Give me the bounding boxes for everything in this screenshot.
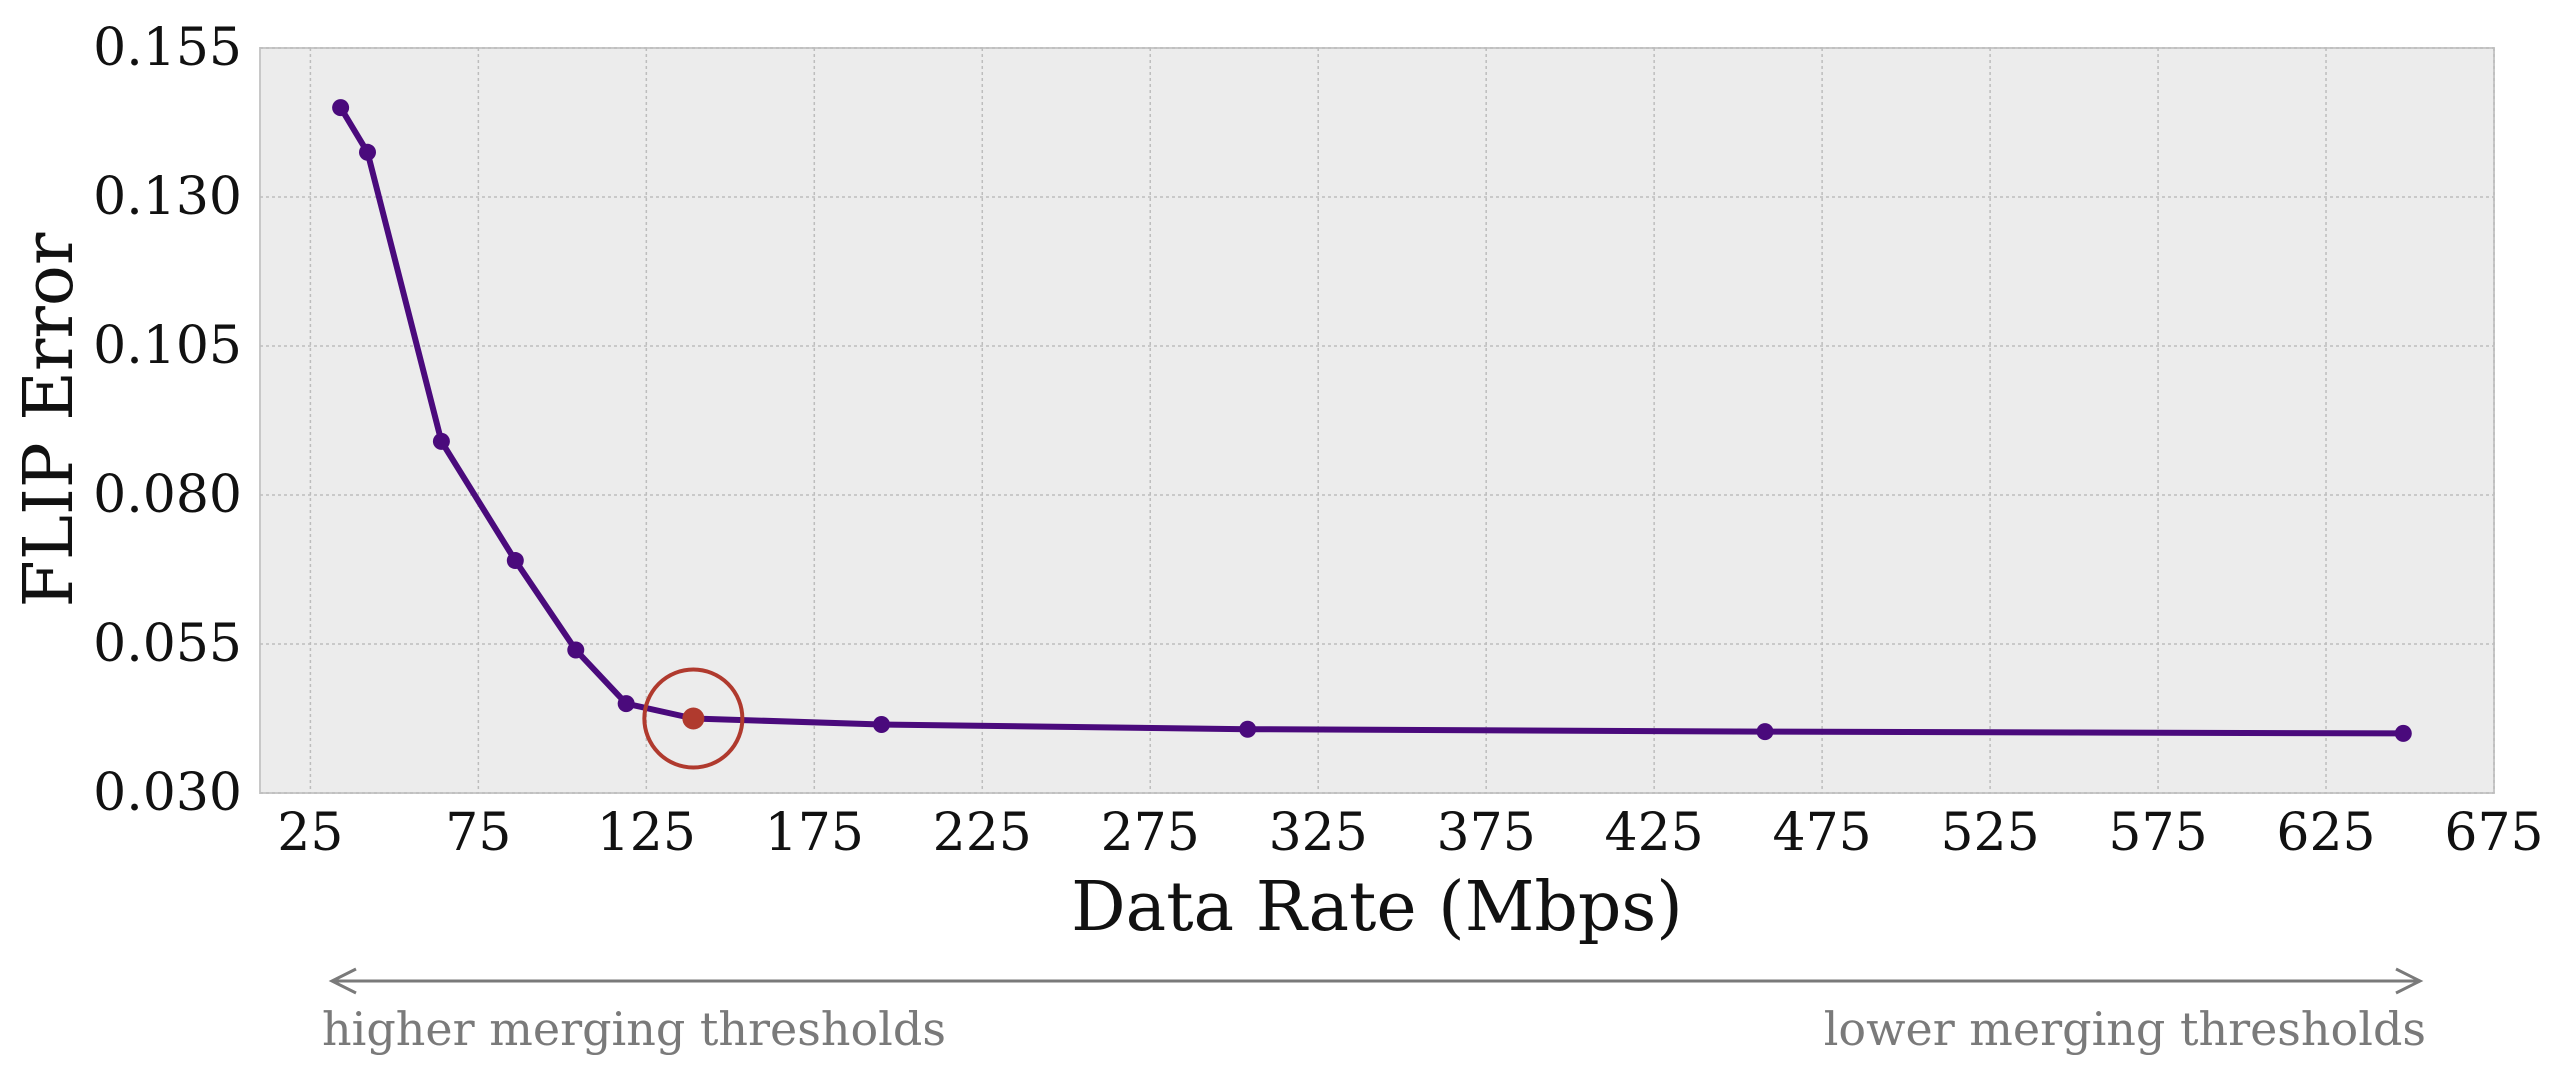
x-tick-labels: 25 75 125 175 225 275 325 375 425 475 525 575 625 675 bbox=[277, 803, 2543, 863]
arrow-head-right bbox=[2395, 967, 2424, 995]
data-points bbox=[332, 99, 2412, 742]
highlight-point bbox=[682, 707, 705, 730]
y-tick-label: 0.105 bbox=[93, 316, 242, 376]
data-point bbox=[332, 99, 350, 117]
threshold-arrow bbox=[328, 967, 2424, 995]
data-point bbox=[872, 715, 890, 733]
data-point bbox=[359, 143, 377, 161]
x-tick-label: 225 bbox=[933, 803, 1032, 863]
data-point bbox=[432, 432, 450, 450]
x-tick-label: 425 bbox=[1605, 803, 1704, 863]
x-axis-title: Data Rate (Mbps) bbox=[1071, 868, 1683, 947]
y-tick-label: 0.130 bbox=[93, 167, 242, 227]
x-tick-label: 475 bbox=[1772, 803, 1871, 863]
highlight-marker bbox=[642, 667, 745, 770]
x-tick-label: 275 bbox=[1101, 803, 1200, 863]
data-point bbox=[567, 641, 585, 659]
x-tick-label: 375 bbox=[1437, 803, 1536, 863]
data-point bbox=[506, 552, 524, 570]
arrow-head-left bbox=[328, 967, 357, 995]
x-tick-label: 625 bbox=[2276, 803, 2375, 863]
x-tick-label: 525 bbox=[1940, 803, 2039, 863]
y-axis-title: FLIP Error bbox=[10, 232, 89, 607]
data-point bbox=[1756, 723, 1774, 741]
x-tick-label: 325 bbox=[1269, 803, 1368, 863]
y-tick-labels: 0.030 0.055 0.080 0.105 0.130 0.155 bbox=[93, 18, 242, 823]
x-tick-label: 575 bbox=[2108, 803, 2207, 863]
x-tick-label: 25 bbox=[277, 803, 343, 863]
x-tick-label: 175 bbox=[765, 803, 864, 863]
highlight-ring bbox=[642, 667, 745, 770]
x-tick-label: 75 bbox=[445, 803, 511, 863]
annotation-right: lower merging thresholds bbox=[1824, 1002, 2426, 1056]
y-tick-label: 0.055 bbox=[93, 614, 242, 674]
x-tick-label: 675 bbox=[2444, 803, 2543, 863]
y-tick-label: 0.080 bbox=[93, 465, 242, 525]
x-tick-label: 125 bbox=[597, 803, 696, 863]
y-tick-label: 0.030 bbox=[93, 763, 242, 823]
grid-lines bbox=[260, 47, 2495, 794]
data-point bbox=[617, 695, 635, 713]
plot-background bbox=[259, 47, 2495, 794]
y-tick-label: 0.155 bbox=[93, 18, 242, 78]
annotation-left: higher merging thresholds bbox=[322, 1002, 946, 1056]
data-point bbox=[2394, 724, 2412, 742]
data-point bbox=[1239, 720, 1257, 738]
